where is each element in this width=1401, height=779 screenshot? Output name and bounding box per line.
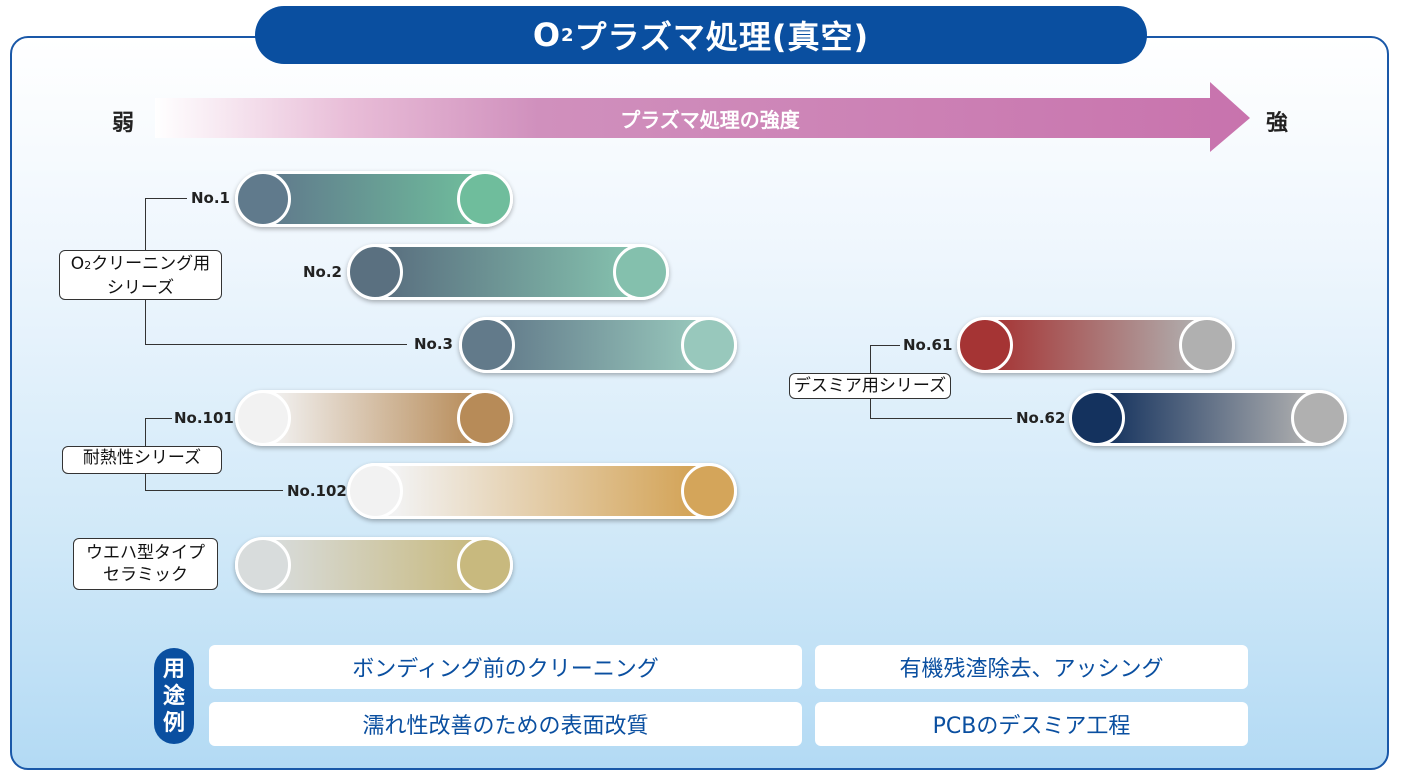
product-pill-no1 bbox=[235, 171, 513, 227]
group-subscript: 2 bbox=[84, 259, 92, 272]
connector-line bbox=[145, 490, 283, 491]
pill-start-cap bbox=[235, 537, 291, 593]
pill-end-cap bbox=[457, 537, 513, 593]
strong-label: 強 bbox=[1266, 111, 1289, 136]
connector-line bbox=[870, 345, 900, 346]
pill-start-cap bbox=[235, 390, 291, 446]
group-box-wafer-ceramic: ウエハ型タイプ セラミック bbox=[73, 538, 218, 590]
product-pill-no61 bbox=[957, 317, 1235, 373]
product-pill-wafer bbox=[235, 537, 513, 593]
connector-line bbox=[145, 198, 187, 199]
group-box-heat-resistant: 耐熱性シリーズ bbox=[62, 446, 222, 474]
group-text: シリーズ bbox=[106, 278, 175, 298]
title-text-rest: プラズマ処理(真空) bbox=[574, 18, 870, 56]
pill-end-cap bbox=[613, 244, 669, 300]
pill-start-cap bbox=[1069, 390, 1125, 446]
group-box-o2-cleaning: O2クリーニング用 シリーズ bbox=[59, 250, 222, 300]
product-pill-no2 bbox=[347, 244, 669, 300]
product-label-no61: No.61 bbox=[903, 336, 953, 354]
pill-end-cap bbox=[1179, 317, 1235, 373]
product-label-no62: No.62 bbox=[1016, 409, 1066, 427]
pill-end-cap bbox=[457, 171, 513, 227]
product-pill-no62 bbox=[1069, 390, 1347, 446]
strength-axis-label: プラズマ処理の強度 bbox=[620, 108, 800, 132]
group-text: ウエハ型タイプ bbox=[86, 543, 205, 563]
pill-start-cap bbox=[347, 463, 403, 519]
badge-char: 例 bbox=[162, 710, 185, 736]
product-label-no3: No.3 bbox=[414, 335, 453, 353]
pill-start-cap bbox=[957, 317, 1013, 373]
connector-line bbox=[145, 198, 146, 250]
use-examples-badge: 用 途 例 bbox=[154, 648, 194, 744]
connector-line bbox=[145, 300, 146, 345]
group-text: セラミック bbox=[103, 565, 188, 585]
pill-end-cap bbox=[681, 317, 737, 373]
connector-line bbox=[145, 474, 146, 491]
product-pill-no102 bbox=[347, 463, 737, 519]
badge-char: 用 bbox=[162, 656, 185, 682]
group-text: O bbox=[70, 254, 85, 274]
use-item-pcb-desmear: PCBのデスミア工程 bbox=[815, 702, 1248, 746]
badge-char: 途 bbox=[162, 683, 185, 709]
group-text: クリーニング用 bbox=[91, 254, 211, 274]
use-item-ashing: 有機残渣除去、アッシング bbox=[815, 645, 1248, 689]
connector-line bbox=[870, 418, 1012, 419]
product-pill-no101 bbox=[235, 390, 513, 446]
page-title: O 2 プラズマ処理(真空) bbox=[255, 6, 1147, 64]
product-label-no101: No.101 bbox=[174, 409, 234, 427]
pill-end-cap bbox=[681, 463, 737, 519]
connector-line bbox=[145, 418, 172, 419]
product-label-no1: No.1 bbox=[191, 189, 230, 207]
connector-line bbox=[870, 345, 871, 373]
pill-start-cap bbox=[347, 244, 403, 300]
pill-start-cap bbox=[459, 317, 515, 373]
use-item-surface-modification: 濡れ性改善のための表面改質 bbox=[209, 702, 802, 746]
title-subscript: 2 bbox=[561, 24, 575, 46]
product-pill-no3 bbox=[459, 317, 737, 373]
product-label-no102: No.102 bbox=[287, 482, 347, 500]
product-label-no2: No.2 bbox=[303, 263, 342, 281]
pill-end-cap bbox=[457, 390, 513, 446]
connector-line bbox=[870, 399, 871, 418]
use-item-bonding-cleaning: ボンディング前のクリーニング bbox=[209, 645, 802, 689]
title-text-o: O bbox=[532, 16, 562, 54]
weak-label: 弱 bbox=[112, 111, 135, 136]
group-box-desmear: デスミア用シリーズ bbox=[789, 373, 951, 399]
pill-start-cap bbox=[235, 171, 291, 227]
pill-end-cap bbox=[1291, 390, 1347, 446]
connector-line bbox=[145, 418, 146, 446]
connector-line bbox=[145, 344, 407, 345]
